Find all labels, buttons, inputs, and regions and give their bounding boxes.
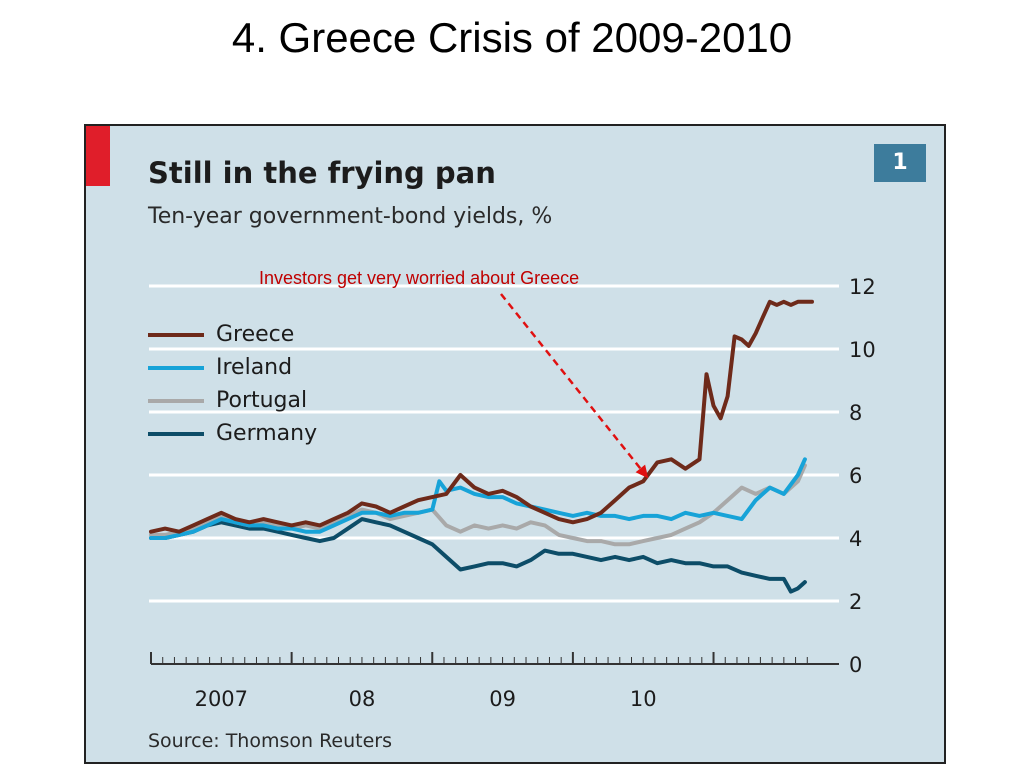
chart-title: Still in the frying pan — [148, 156, 496, 190]
slide-title: 4. Greece Crisis of 2009-2010 — [231, 14, 793, 61]
red-tab-accent — [86, 126, 110, 186]
legend-label-ireland: Ireland — [216, 355, 293, 380]
legend-swatch-germany — [148, 431, 204, 436]
legend-label-germany: Germany — [216, 421, 318, 446]
y-tick-label: 10 — [849, 338, 876, 362]
series-line-ireland — [149, 457, 807, 540]
line-chart: 0 2 4 6 8 10 12 2007 08 09 10 — [149, 275, 876, 711]
legend-item-greece: Greece — [148, 318, 317, 351]
annotation-arrow-head — [635, 464, 649, 479]
legend-label-portugal: Portugal — [216, 388, 308, 413]
source-note: Source: Thomson Reuters — [148, 730, 393, 752]
y-tick-label: 2 — [849, 590, 862, 614]
x-tick-label: 08 — [349, 687, 376, 711]
annotation-text: Investors get very worried about Greece — [259, 268, 580, 288]
legend: Greece Ireland Portugal Germany — [148, 318, 317, 450]
series-line-greece — [149, 299, 814, 534]
legend-item-ireland: Ireland — [148, 351, 317, 384]
legend-swatch-portugal — [148, 398, 204, 403]
legend-label-greece: Greece — [216, 322, 295, 347]
x-tick-label: 09 — [489, 687, 516, 711]
legend-item-portugal: Portugal — [148, 384, 317, 417]
series-line-portugal — [149, 463, 807, 547]
y-tick-label: 4 — [849, 527, 862, 551]
series-line-germany — [149, 517, 807, 594]
legend-swatch-greece — [148, 332, 204, 337]
y-tick-label: 6 — [849, 464, 862, 488]
chart-frame: Still in the frying pan Ten-year governm… — [84, 124, 946, 764]
x-tick-label: 10 — [630, 687, 657, 711]
x-tick-label: 2007 — [195, 687, 248, 711]
annotation-arrow-line — [500, 293, 646, 475]
chart-number-badge: 1 — [874, 144, 926, 182]
legend-item-germany: Germany — [148, 417, 317, 450]
y-tick-label: 0 — [849, 653, 862, 677]
chart-subtitle: Ten-year government-bond yields, % — [148, 204, 553, 229]
y-tick-label: 8 — [849, 401, 862, 425]
y-tick-label: 12 — [849, 275, 876, 299]
legend-swatch-ireland — [148, 365, 204, 370]
